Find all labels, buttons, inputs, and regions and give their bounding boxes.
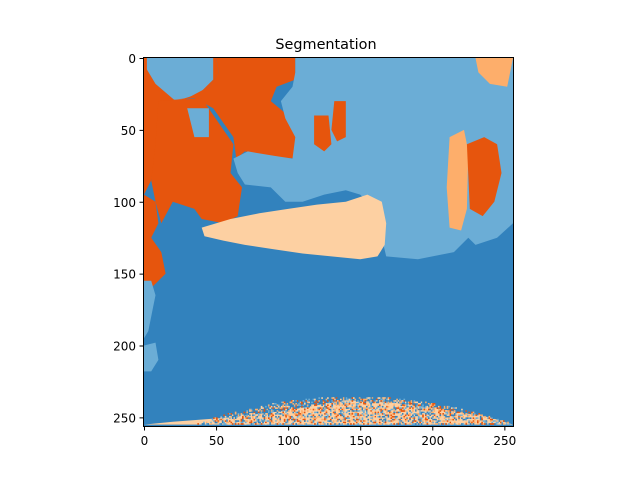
segment-region-14 [144,342,159,372]
y-tick-label: 200 [113,340,136,354]
chart-title: Segmentation [275,37,376,53]
segment-region-10 [314,115,332,152]
segment-region-5 [187,108,209,138]
x-tick-label: 100 [277,434,300,448]
segment-region-6 [233,58,513,260]
noise-speckle-band [197,397,511,425]
segment-region-2 [146,58,214,102]
y-tick-label: 50 [121,124,136,138]
y-tick-label: 0 [128,52,136,66]
y-tick-label: 100 [113,196,136,210]
x-tick-label: 50 [209,434,224,448]
segment-region-3 [158,58,300,159]
x-tick-label: 150 [349,434,372,448]
x-tick-label: 250 [493,434,516,448]
x-tick-label: 0 [141,434,149,448]
plot-frame [143,57,514,427]
segment-region-1 [144,194,166,288]
segmentation-image [144,58,513,426]
y-tick-label: 150 [113,268,136,282]
segment-region-9 [466,137,502,217]
segment-region-13 [144,280,156,339]
x-axis: 0 50 100 150 200 250 [141,427,516,448]
segment-region-0 [144,58,219,195]
segment-region-4 [151,98,242,224]
x-tick-label: 200 [421,434,444,448]
segment-region-8 [446,129,469,231]
segment-region-7 [475,58,513,87]
segment-region-12 [201,194,387,260]
y-tick-label: 250 [113,411,136,425]
y-axis: 0 50 100 150 200 250 [113,52,143,425]
segment-region-11 [331,101,346,142]
